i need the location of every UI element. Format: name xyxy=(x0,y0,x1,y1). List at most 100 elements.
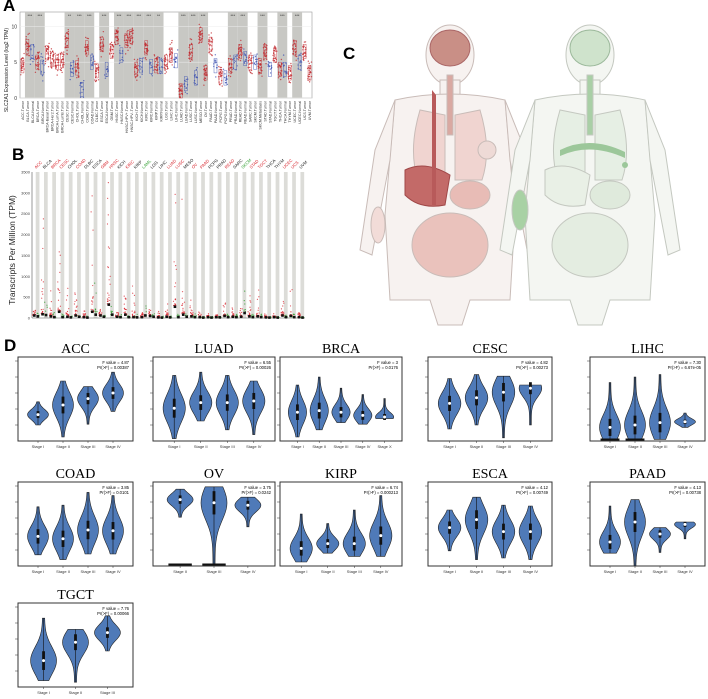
data-point xyxy=(158,56,160,59)
data-point xyxy=(158,310,160,313)
data-point xyxy=(98,312,100,314)
data-point xyxy=(131,313,134,315)
x-tick-label: UCEC.Tumor xyxy=(293,100,297,122)
box xyxy=(109,44,114,59)
data-point xyxy=(50,61,53,64)
data-point xyxy=(183,311,185,314)
data-point xyxy=(204,72,207,74)
x-tick-label: CESC.Tumor xyxy=(66,100,70,122)
column-shade xyxy=(101,172,106,318)
data-point xyxy=(240,39,242,42)
data-point xyxy=(57,58,59,61)
data-point xyxy=(288,81,290,83)
data-point xyxy=(171,55,173,57)
box xyxy=(253,54,257,70)
data-point xyxy=(176,49,179,51)
median-marker xyxy=(239,315,243,319)
data-point xyxy=(124,41,127,44)
data-point xyxy=(77,59,80,61)
column-shade xyxy=(201,172,205,318)
data-point xyxy=(65,312,67,314)
data-point xyxy=(95,79,98,82)
data-point xyxy=(136,74,138,76)
data-point xyxy=(237,59,240,61)
y-tick-label: 2000 xyxy=(21,232,31,237)
box xyxy=(90,54,94,70)
significance-stars: *** xyxy=(37,13,42,18)
data-point xyxy=(170,58,173,60)
median-marker xyxy=(201,316,205,319)
data-point xyxy=(166,313,168,315)
data-point xyxy=(190,48,192,50)
median-dot xyxy=(74,640,77,644)
intestine-organ xyxy=(411,212,489,278)
data-point xyxy=(91,300,93,302)
data-point xyxy=(157,312,159,314)
data-point xyxy=(164,67,166,70)
data-point xyxy=(164,64,166,67)
significance-stars: *** xyxy=(87,13,92,18)
column-shade xyxy=(52,172,56,318)
data-point xyxy=(41,56,44,58)
x-tick-label: HNSC.Tumor xyxy=(115,100,119,122)
f-value-label: F value = 6.55 xyxy=(244,360,271,365)
data-point xyxy=(244,60,246,62)
x-tick-label: Stage II xyxy=(69,690,83,695)
data-point xyxy=(177,313,179,315)
p-value-label: Pr(>F) = 0.000213 xyxy=(364,490,399,495)
data-point xyxy=(117,312,119,315)
data-point xyxy=(191,310,193,312)
box xyxy=(164,54,168,70)
data-point xyxy=(117,27,119,29)
cancer-label: PCPG xyxy=(207,158,219,170)
data-point xyxy=(185,313,187,315)
data-point xyxy=(139,62,141,64)
significance-stars: *** xyxy=(201,13,206,18)
box xyxy=(233,54,237,70)
box xyxy=(248,54,252,70)
median-marker xyxy=(268,316,271,319)
data-point xyxy=(243,309,245,311)
data-point xyxy=(145,305,147,307)
median-dot xyxy=(475,396,479,400)
median-dot xyxy=(212,501,216,505)
violin-panel-title: BRCA xyxy=(322,342,361,357)
data-point xyxy=(289,81,292,84)
data-point xyxy=(215,61,218,63)
x-tick-label: BRCA-LumB.Tumor xyxy=(61,100,65,133)
x-tick-label: KIRP.Normal xyxy=(160,101,164,122)
data-point xyxy=(250,69,253,72)
data-point xyxy=(190,313,192,315)
lung-organ xyxy=(594,109,628,181)
data-point xyxy=(61,61,63,63)
cancer-label: UCEC xyxy=(281,158,293,170)
column-shade xyxy=(242,172,247,318)
box xyxy=(189,44,193,59)
data-point xyxy=(72,60,74,62)
data-point xyxy=(204,67,206,70)
data-point xyxy=(299,64,302,67)
data-point xyxy=(90,57,93,59)
data-point xyxy=(124,53,127,55)
significance-shade xyxy=(133,12,144,98)
median-marker xyxy=(251,315,255,319)
data-point xyxy=(101,41,104,43)
data-point xyxy=(158,312,161,315)
box xyxy=(60,53,64,69)
column-shade xyxy=(118,172,123,318)
data-point xyxy=(131,41,134,44)
data-point xyxy=(95,292,97,294)
data-point xyxy=(240,54,243,57)
data-point xyxy=(274,50,276,52)
median-marker xyxy=(110,313,114,316)
data-point xyxy=(134,311,136,314)
data-point xyxy=(171,42,173,44)
data-point xyxy=(130,35,133,37)
data-point xyxy=(141,314,143,316)
data-point xyxy=(218,65,220,68)
liver-organ xyxy=(404,165,451,207)
data-point xyxy=(66,52,68,55)
cancer-label: LUAD xyxy=(166,158,177,169)
data-point xyxy=(135,67,138,70)
data-point xyxy=(91,65,93,67)
